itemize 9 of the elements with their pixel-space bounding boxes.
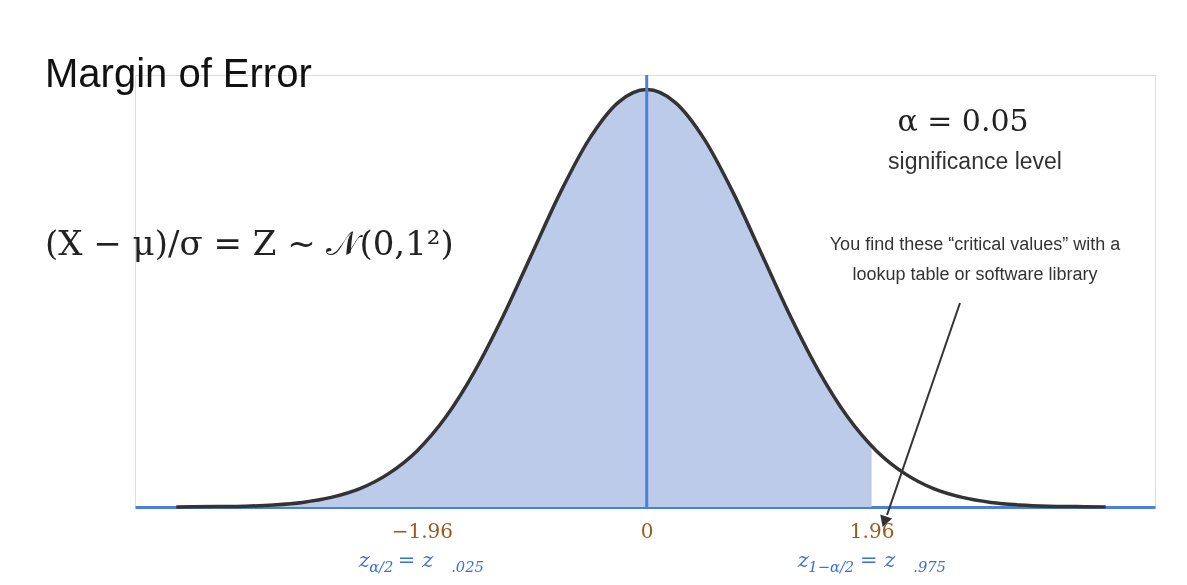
x-tick-label: −1.96 (391, 518, 453, 543)
chart-title: Margin of Error (45, 51, 312, 95)
x-tick-label: 0 (640, 518, 654, 543)
annotation: significance level (888, 148, 1062, 174)
annotation: You find these “critical values” with a (829, 234, 1122, 254)
annotation: (X − μ)/σ = Z ~ 𝒩(0,1²) (45, 223, 454, 263)
x-tick-label: 1.96 (849, 518, 895, 543)
annotation: α = 0.05 (897, 103, 1029, 138)
annotation: lookup table or software library (852, 264, 1098, 284)
